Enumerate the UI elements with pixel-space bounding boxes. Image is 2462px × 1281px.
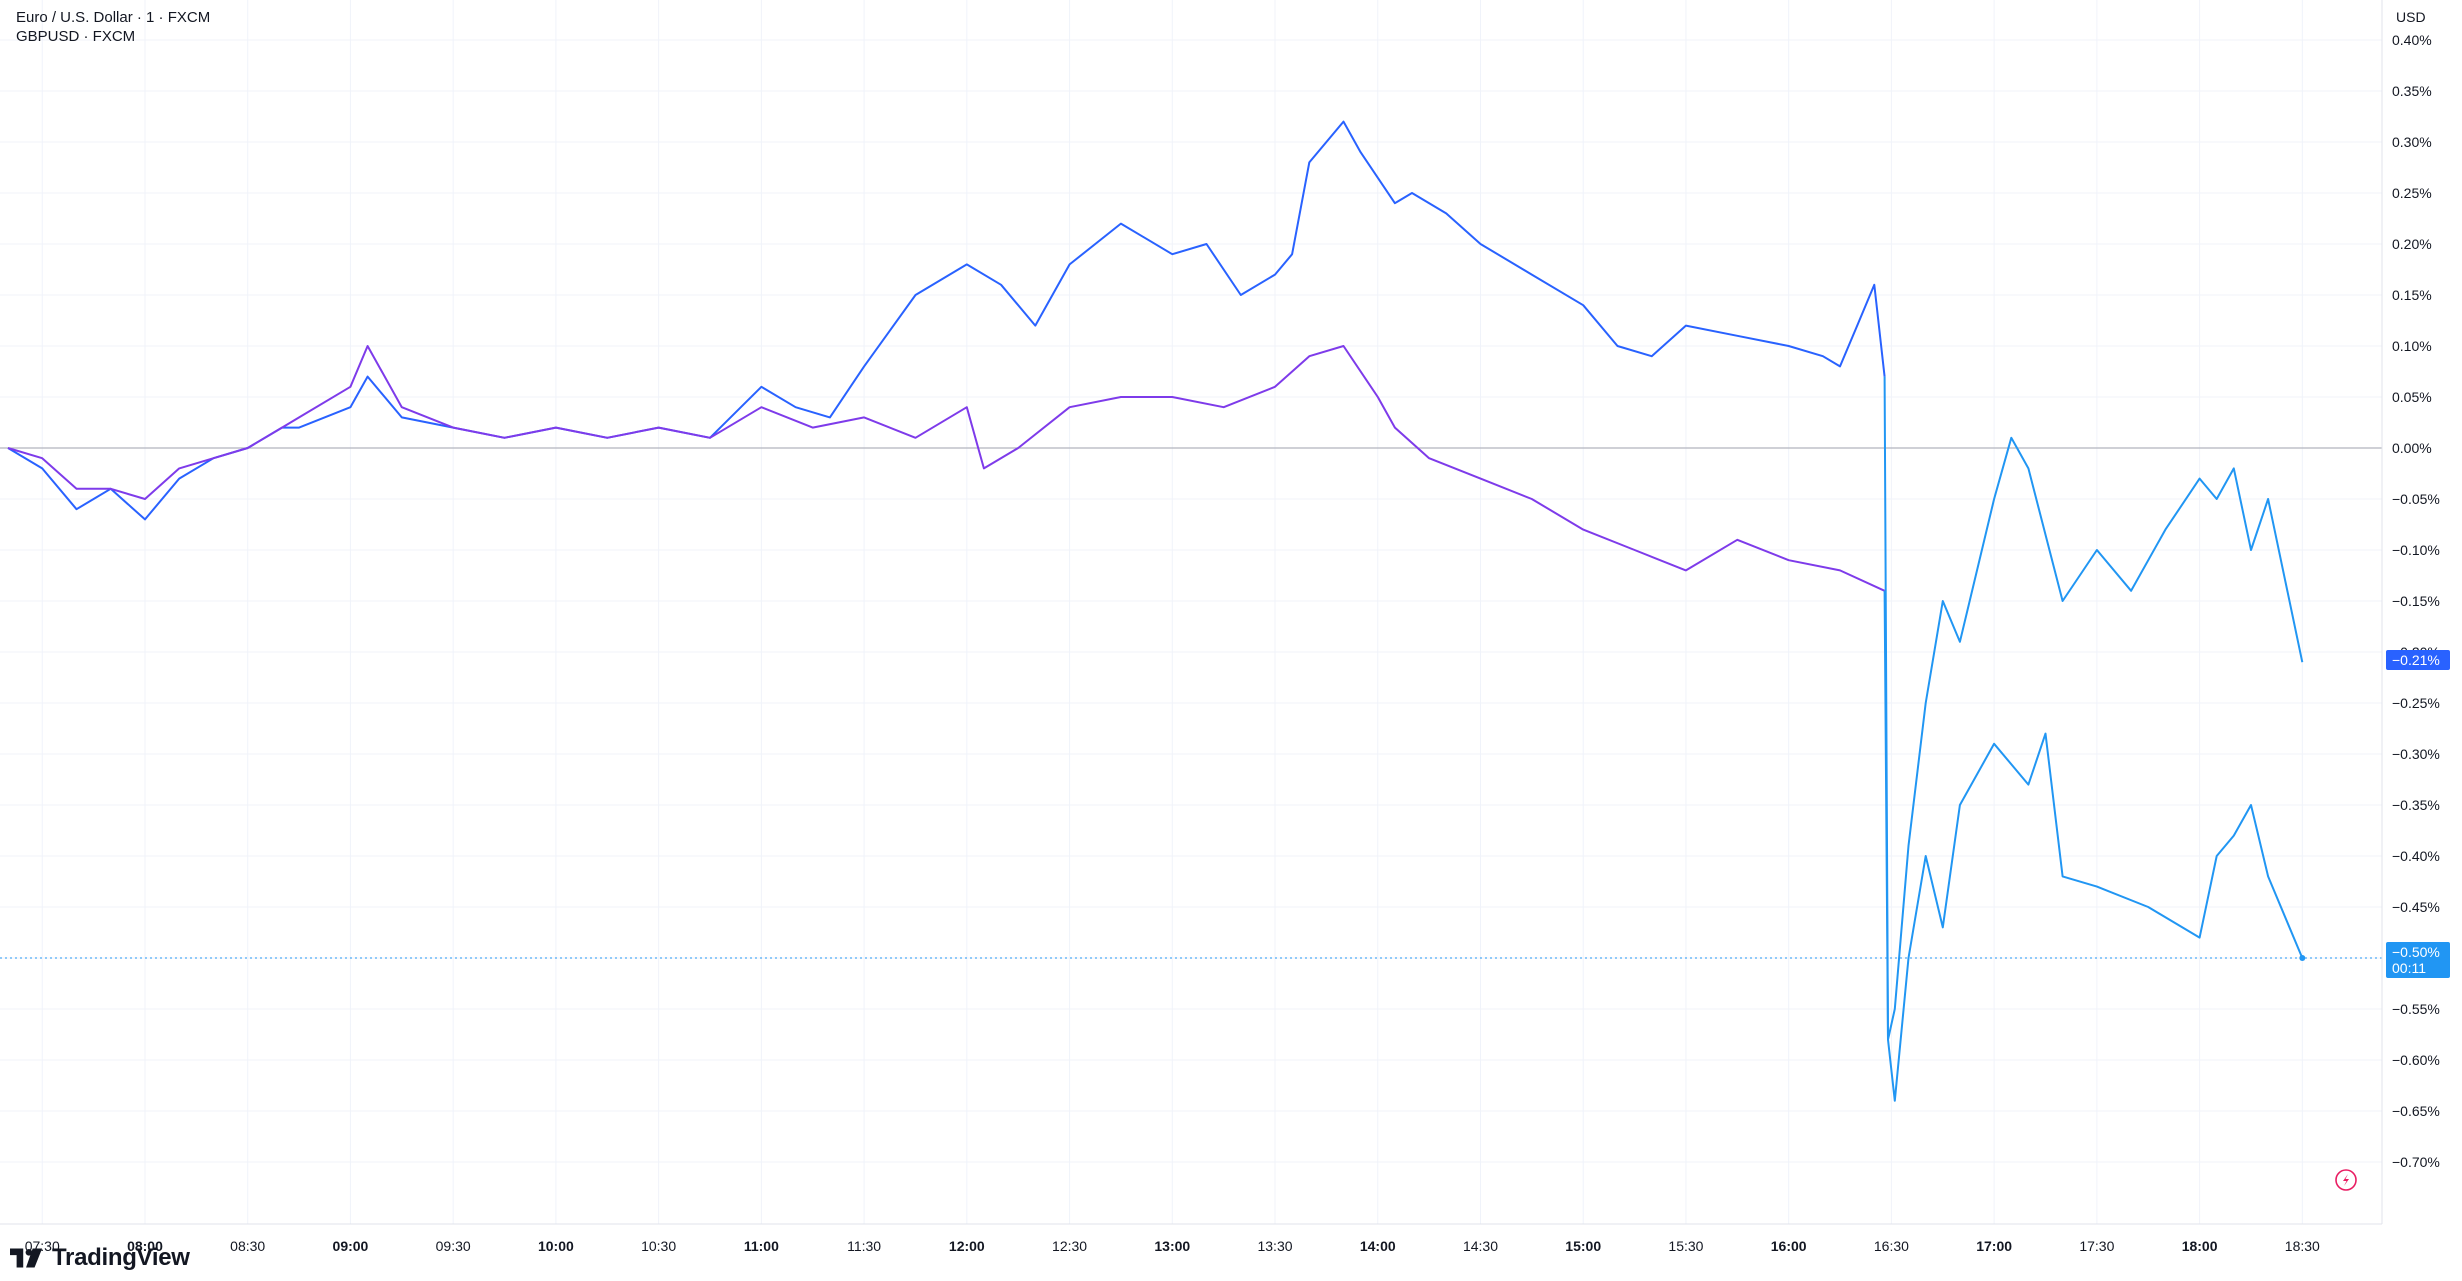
y-tick-label: 0.15%: [2392, 287, 2432, 303]
y-tick-label: −0.30%: [2392, 746, 2440, 762]
x-tick-label: 14:00: [1360, 1238, 1396, 1254]
x-tick-label: 17:00: [1976, 1238, 2012, 1254]
y-tick-label: −0.55%: [2392, 1001, 2440, 1017]
brand-name: TradingView: [52, 1244, 190, 1271]
last-price-dot: [2299, 955, 2306, 961]
x-tick-label: 10:00: [538, 1238, 574, 1254]
x-tick-label: 16:30: [1874, 1238, 1909, 1254]
x-tick-label: 11:30: [847, 1238, 881, 1254]
primary-price-badge: −0.21%: [2386, 650, 2450, 670]
x-tick-label: 08:00: [127, 1238, 163, 1254]
tradingview-logo[interactable]: TradingView: [10, 1244, 190, 1272]
y-tick-label: −0.25%: [2392, 695, 2440, 711]
y-tick-label: −0.65%: [2392, 1103, 2440, 1119]
y-tick-label: 0.35%: [2392, 83, 2432, 99]
x-tick-label: 13:00: [1154, 1238, 1190, 1254]
price-axis[interactable]: 0.40% 0.35% 0.30% 0.25% 0.20% 0.15% 0.10% 0.05%…: [2392, 32, 2440, 1170]
x-tick-label: 13:30: [1257, 1238, 1292, 1254]
y-tick-label: 0.20%: [2392, 236, 2432, 252]
price-axis-unit[interactable]: USD: [2396, 9, 2426, 25]
grid: [0, 0, 2382, 1224]
x-tick-label: 18:30: [2285, 1238, 2320, 1254]
secondary-price-value: −0.50%: [2392, 944, 2440, 960]
series-line-gbpusd-after[interactable]: [1883, 590, 2304, 1102]
x-tick-label: 16:00: [1771, 1238, 1807, 1254]
y-tick-label: 0.00%: [2392, 440, 2432, 456]
chart-legend: Euro / U.S. Dollar · 1 · FXCM GBPUSD · F…: [16, 8, 210, 46]
x-tick-label: 10:30: [641, 1238, 676, 1254]
y-tick-label: 0.05%: [2392, 389, 2432, 405]
time-axis[interactable]: 07:30 08:00 08:30 09:00 09:30 10:00 10:30 11:00…: [25, 1238, 2320, 1254]
tradingview-logo-icon: [10, 1248, 43, 1268]
y-tick-label: −0.15%: [2392, 593, 2440, 609]
y-tick-label: 0.25%: [2392, 185, 2432, 201]
lightning-icon[interactable]: [2335, 1169, 2357, 1191]
y-tick-label: −0.45%: [2392, 899, 2440, 915]
x-tick-label: 08:30: [230, 1238, 265, 1254]
x-tick-label: 15:30: [1668, 1238, 1703, 1254]
y-tick-label: −0.40%: [2392, 848, 2440, 864]
y-tick-label: −0.70%: [2392, 1154, 2440, 1170]
y-tick-label: −0.05%: [2392, 491, 2440, 507]
x-tick-label: 12:00: [949, 1238, 985, 1254]
y-tick-label: 0.40%: [2392, 32, 2432, 48]
x-tick-label: 18:00: [2182, 1238, 2218, 1254]
series-lines: [7, 120, 2306, 1102]
legend-main-symbol[interactable]: Euro / U.S. Dollar · 1 · FXCM: [16, 9, 211, 26]
y-tick-label: −0.10%: [2392, 542, 2440, 558]
x-tick-label: 17:30: [2079, 1238, 2114, 1254]
x-tick-label: 09:30: [436, 1238, 471, 1254]
bar-countdown: 00:11: [2392, 960, 2426, 976]
y-tick-label: −0.35%: [2392, 797, 2440, 813]
x-tick-label: 14:30: [1463, 1238, 1498, 1254]
x-tick-label: 11:00: [744, 1238, 779, 1254]
legend-compare-symbol[interactable]: GBPUSD · FXCM: [16, 28, 136, 45]
series-line-eurusd[interactable]: [7, 120, 1886, 521]
x-tick-label: 15:00: [1565, 1238, 1601, 1254]
secondary-price-badge: −0.50% 00:11: [2386, 942, 2450, 978]
primary-price-value: −0.21%: [2392, 652, 2440, 668]
series-line-gbpusd[interactable]: [7, 345, 1886, 592]
y-tick-label: −0.60%: [2392, 1052, 2440, 1068]
y-tick-label: 0.10%: [2392, 338, 2432, 354]
y-tick-label: 0.30%: [2392, 134, 2432, 150]
x-tick-label: 09:00: [333, 1238, 369, 1254]
x-tick-label: 12:30: [1052, 1238, 1087, 1254]
series-line-eurusd-after[interactable]: [1883, 376, 2304, 1041]
